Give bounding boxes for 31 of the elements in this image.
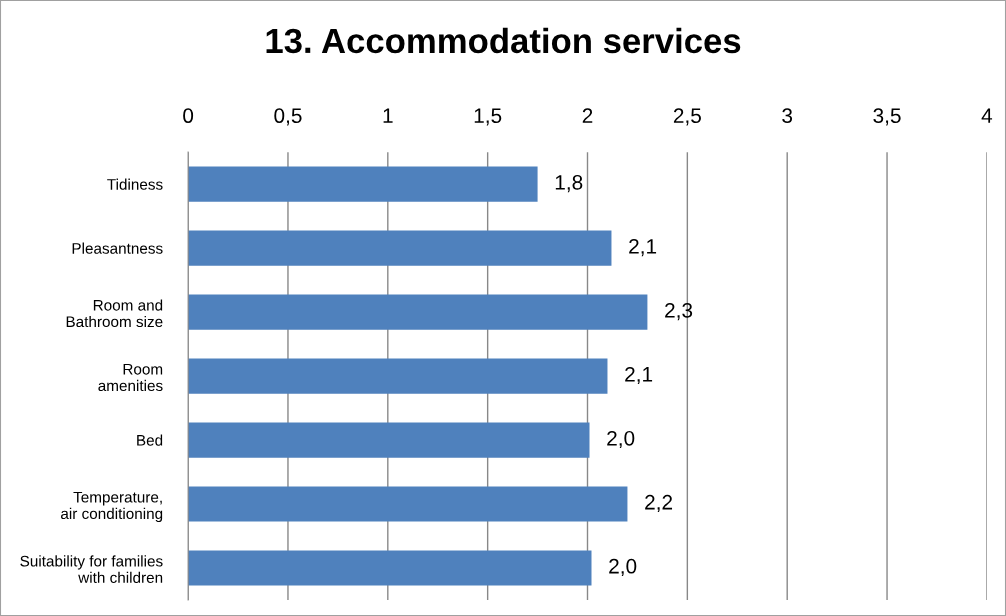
bar (188, 358, 608, 394)
data-label: 2,2 (645, 494, 673, 513)
y-tick-label: Room amenities (98, 363, 163, 392)
x-tick-label: 1,5 (474, 108, 502, 126)
y-tick-label: Pleasantness (72, 242, 163, 254)
data-label: 2,1 (629, 238, 657, 257)
y-tick-label: Tidiness (107, 178, 163, 190)
x-tick-label: 0,5 (274, 108, 302, 126)
chart-title: 13. Accommodation services (266, 27, 741, 54)
y-tick-label: Bed (137, 434, 163, 446)
y-tick-label: Room and Bathroom size (66, 299, 163, 328)
bar (188, 422, 590, 458)
x-tick-label: 1 (383, 108, 393, 123)
bar (188, 166, 538, 202)
y-tick-label: Temperature, air conditioning (61, 491, 163, 523)
bar (188, 550, 592, 586)
data-label: 1,8 (555, 174, 583, 193)
x-tick-label: 3,5 (873, 108, 901, 126)
x-tick-label: 4 (981, 108, 993, 123)
x-tick-label: 3 (782, 108, 793, 124)
y-tick-label: Suitability for families with children (20, 555, 163, 584)
data-label: 2,0 (609, 558, 637, 577)
data-label: 2,3 (665, 302, 693, 321)
bar (188, 486, 628, 522)
bar (188, 294, 648, 330)
bar (188, 230, 612, 266)
x-tick-label: 2 (582, 108, 593, 123)
x-tick-label: 0 (183, 108, 194, 124)
data-label: 2,0 (607, 430, 635, 449)
data-label: 2,1 (625, 366, 653, 385)
x-tick-label: 2,5 (673, 108, 701, 126)
